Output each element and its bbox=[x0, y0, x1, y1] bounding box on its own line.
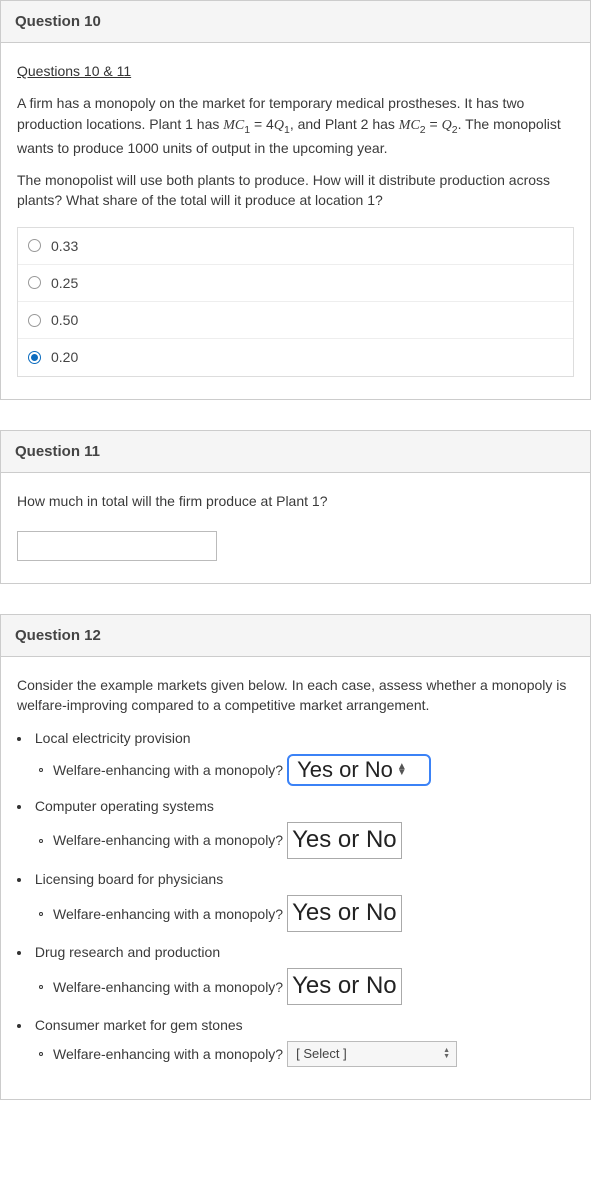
bullet-icon bbox=[17, 805, 21, 809]
welfare-label: Welfare-enhancing with a monopoly? bbox=[53, 1044, 283, 1064]
q12-item-licensing: Licensing board for physicians Welfare-e… bbox=[17, 869, 574, 932]
q12-market-list: Local electricity provision Welfare-enha… bbox=[17, 728, 574, 1068]
stepper-icon: ▲▼ bbox=[393, 764, 407, 776]
q10-option-3[interactable]: 0.20 bbox=[18, 339, 573, 375]
questions-10-11-link[interactable]: Questions 10 & 11 bbox=[17, 63, 131, 79]
bullet-icon bbox=[17, 1024, 21, 1028]
q11-answer-input[interactable] bbox=[17, 531, 217, 561]
question-11-header: Question 11 bbox=[1, 431, 590, 473]
market-label: Consumer market for gem stones bbox=[35, 1017, 243, 1033]
q12-select-drug[interactable]: Yes or No bbox=[287, 968, 402, 1005]
q10-option-0[interactable]: 0.33 bbox=[18, 228, 573, 265]
q12-item-drug: Drug research and production Welfare-enh… bbox=[17, 942, 574, 1005]
market-label: Licensing board for physicians bbox=[35, 871, 223, 887]
stepper-icon: ▲▼ bbox=[443, 1048, 450, 1060]
q12-prompt: Consider the example markets given below… bbox=[17, 675, 574, 716]
question-12-header: Question 12 bbox=[1, 615, 590, 657]
bullet-icon bbox=[17, 878, 21, 882]
bullet-icon bbox=[17, 737, 21, 741]
q10-options: 0.33 0.25 0.50 0.20 bbox=[17, 227, 574, 377]
q12-item-os: Computer operating systems Welfare-enhan… bbox=[17, 796, 574, 859]
sub-bullet-icon bbox=[39, 985, 43, 989]
market-label: Local electricity provision bbox=[35, 730, 191, 746]
q10-paragraph-2: The monopolist will use both plants to p… bbox=[17, 170, 574, 211]
q10-paragraph-1: A firm has a monopoly on the market for … bbox=[17, 93, 574, 158]
option-label: 0.33 bbox=[51, 236, 78, 256]
sub-bullet-icon bbox=[39, 1052, 43, 1056]
market-label: Computer operating systems bbox=[35, 798, 214, 814]
q10-option-1[interactable]: 0.25 bbox=[18, 265, 573, 302]
q12-select-gemstones[interactable]: [ Select ] ▲▼ bbox=[287, 1041, 457, 1067]
radio-icon bbox=[28, 239, 41, 252]
radio-icon bbox=[28, 314, 41, 327]
bullet-icon bbox=[17, 951, 21, 955]
option-label: 0.20 bbox=[51, 347, 78, 367]
q11-prompt: How much in total will the firm produce … bbox=[17, 491, 574, 511]
sub-bullet-icon bbox=[39, 912, 43, 916]
q12-item-gemstones: Consumer market for gem stones Welfare-e… bbox=[17, 1015, 574, 1067]
welfare-label: Welfare-enhancing with a monopoly? bbox=[53, 830, 283, 850]
sub-bullet-icon bbox=[39, 839, 43, 843]
q12-select-licensing[interactable]: Yes or No bbox=[287, 895, 402, 932]
q12-select-os[interactable]: Yes or No bbox=[287, 822, 402, 859]
question-10-header: Question 10 bbox=[1, 1, 590, 43]
option-label: 0.50 bbox=[51, 310, 78, 330]
market-label: Drug research and production bbox=[35, 944, 220, 960]
q12-item-electricity: Local electricity provision Welfare-enha… bbox=[17, 728, 574, 786]
q10-option-2[interactable]: 0.50 bbox=[18, 302, 573, 339]
question-10-block: Question 10 Questions 10 & 11 A firm has… bbox=[0, 0, 591, 400]
welfare-label: Welfare-enhancing with a monopoly? bbox=[53, 904, 283, 924]
question-12-block: Question 12 Consider the example markets… bbox=[0, 614, 591, 1100]
q12-select-electricity[interactable]: Yes or No ▲▼ bbox=[287, 754, 431, 786]
option-label: 0.25 bbox=[51, 273, 78, 293]
question-11-block: Question 11 How much in total will the f… bbox=[0, 430, 591, 584]
sub-bullet-icon bbox=[39, 768, 43, 772]
radio-icon bbox=[28, 276, 41, 289]
welfare-label: Welfare-enhancing with a monopoly? bbox=[53, 977, 283, 997]
radio-icon bbox=[28, 351, 41, 364]
welfare-label: Welfare-enhancing with a monopoly? bbox=[53, 760, 283, 780]
question-10-body: Questions 10 & 11 A firm has a monopoly … bbox=[1, 43, 590, 399]
question-11-body: How much in total will the firm produce … bbox=[1, 473, 590, 583]
question-12-body: Consider the example markets given below… bbox=[1, 657, 590, 1099]
